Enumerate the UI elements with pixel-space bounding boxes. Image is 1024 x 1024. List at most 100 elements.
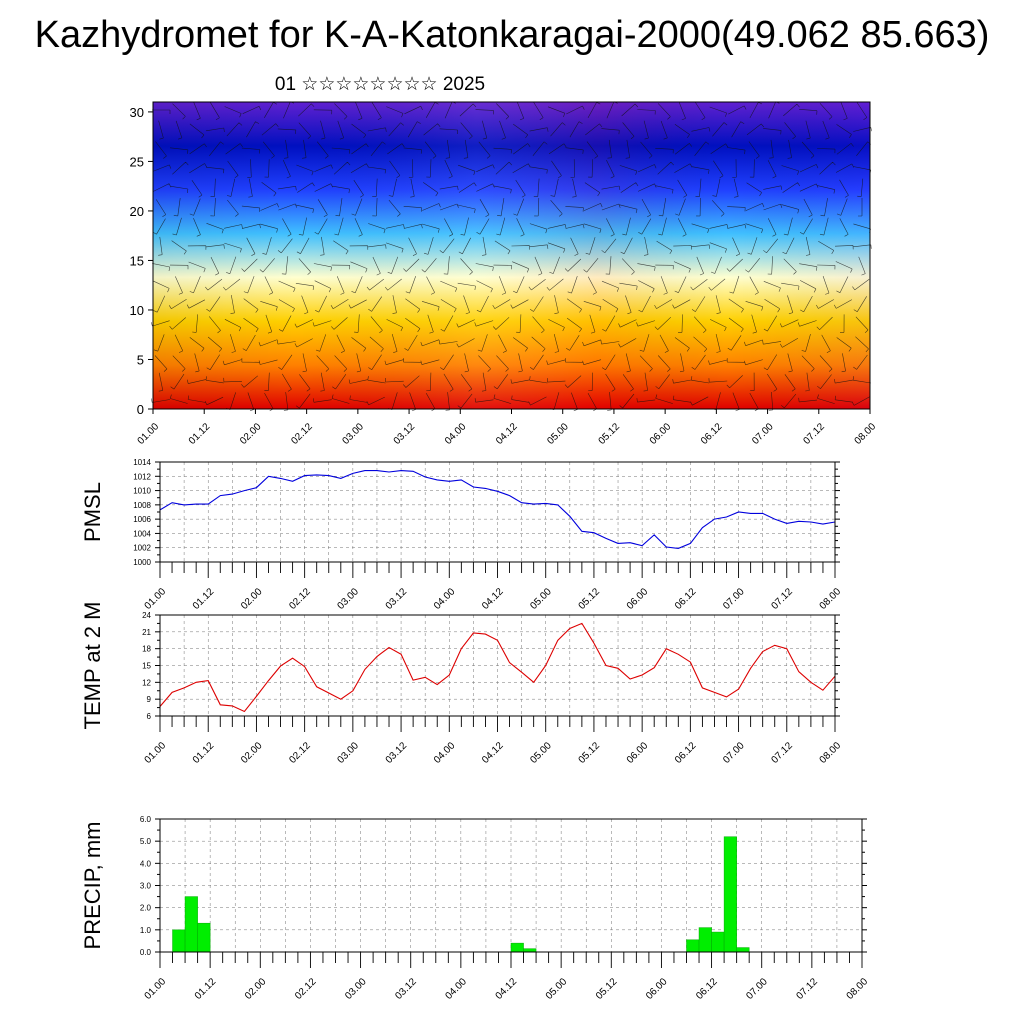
panel1-ytick-label: 1006 — [133, 515, 151, 524]
panel1-xtick-label: 07.12 — [769, 586, 795, 612]
panel2-xtick-label: 03.00 — [336, 740, 362, 766]
panel1-xtick-label: 07.00 — [721, 586, 747, 612]
heatmap-ytick-label: 20 — [130, 204, 144, 219]
panel3-xtick-label: 05.00 — [544, 976, 570, 1002]
heatmap-xtick-label: 06.12 — [699, 421, 725, 447]
panel1-xtick-label: 05.00 — [528, 586, 554, 612]
panel3-xtick-label: 02.00 — [243, 976, 269, 1002]
panel3-xtick-label: 04.00 — [444, 976, 470, 1002]
heatmap-xtick-label: 07.12 — [801, 421, 827, 447]
panel2-xtick-label: 07.00 — [721, 740, 747, 766]
panel3-bar — [184, 896, 198, 953]
panel2-xtick-label: 02.00 — [239, 740, 265, 766]
panel1-xtick-label: 01.12 — [191, 586, 217, 612]
wind-barb-lines — [150, 101, 872, 412]
panel2-xtick-label: 04.12 — [480, 740, 506, 766]
panel2-xtick-label: 06.00 — [625, 740, 651, 766]
panel3-bar — [736, 947, 750, 953]
panel3-ytick-label: 0.0 — [140, 948, 152, 957]
wind-barbs — [150, 101, 872, 412]
panel3-bar — [197, 922, 211, 953]
panel3-bar — [510, 942, 524, 953]
panel2-grid — [160, 615, 835, 716]
panel3-xtick-label: 03.12 — [393, 976, 419, 1002]
panel3-xtick-label: 08.00 — [845, 976, 871, 1002]
panel3-xtick-label: 01.12 — [193, 976, 219, 1002]
panel2-ytick-label: 18 — [142, 645, 151, 654]
panel2-xtick-label: 05.12 — [577, 740, 603, 766]
panel2-ytick-label: 12 — [142, 678, 151, 687]
panel3-ytick-label: 6.0 — [140, 815, 152, 824]
panel3-bar — [686, 939, 700, 953]
panel1-series-line — [159, 470, 836, 549]
heatmap-xtick-label: 07.00 — [750, 421, 776, 447]
panel3-xtick-label: 02.12 — [293, 976, 319, 1002]
panel1-ytick-label: 1004 — [133, 529, 151, 538]
heatmap-xtick-label: 05.00 — [545, 421, 571, 447]
panel2-xtick-label: 01.12 — [191, 740, 217, 766]
panel2-xtick-label: 06.12 — [673, 740, 699, 766]
heatmap-xtick-label: 03.12 — [392, 421, 418, 447]
panel3-xtick-label: 04.12 — [494, 976, 520, 1002]
panel3-xtick-label: 07.00 — [744, 976, 770, 1002]
panel3-xtick-label: 06.12 — [694, 976, 720, 1002]
panel3-ytick-label: 3.0 — [140, 882, 152, 891]
panel3-xtick-label: 07.12 — [795, 976, 821, 1002]
panel3-ylabel: PRECIP, mm — [80, 822, 105, 950]
panel1-grid — [160, 462, 835, 562]
panel2-series-line — [159, 622, 836, 713]
panel1-xtick-label: 08.00 — [818, 586, 844, 612]
heatmap-xtick-label: 02.12 — [289, 421, 315, 447]
panel1-xtick-label: 03.12 — [384, 586, 410, 612]
heatmap-ytick-label: 15 — [130, 253, 144, 268]
panel1-xtick-label: 04.12 — [480, 586, 506, 612]
panel2-ylabel: TEMP at 2 M — [80, 602, 105, 730]
panel2-xtick-label: 01.00 — [143, 740, 169, 766]
panel1-xtick-label: 06.00 — [625, 586, 651, 612]
heatmap-xtick-label: 01.12 — [187, 421, 213, 447]
panel3-xtick-label: 01.00 — [143, 976, 169, 1002]
panel3-bar — [172, 929, 186, 953]
panel3-xtick-label: 05.12 — [594, 976, 620, 1002]
panel2-xtick-label: 02.12 — [287, 740, 313, 766]
panel2-ytick-label: 21 — [142, 628, 151, 637]
heatmap-xtick-label: 05.12 — [597, 421, 623, 447]
heatmap-xtick-label: 03.00 — [341, 421, 367, 447]
heatmap-ytick-label: 10 — [130, 303, 144, 318]
heatmap-xtick-label: 06.00 — [648, 421, 674, 447]
panel1-ytick-label: 1012 — [133, 472, 151, 481]
panel3-ytick-label: 1.0 — [140, 926, 152, 935]
panel3-grid — [160, 819, 862, 952]
panel3-bar — [698, 927, 712, 953]
panel3-ytick-label: 5.0 — [140, 837, 152, 846]
panel2-ytick-label: 15 — [142, 662, 151, 671]
panel1-xtick-label: 06.12 — [673, 586, 699, 612]
heatmap-xtick-label: 04.00 — [443, 421, 469, 447]
panel1-xtick-label: 03.00 — [336, 586, 362, 612]
heatmap-xtick-label: 04.12 — [494, 421, 520, 447]
panel1-xtick-label: 02.00 — [239, 586, 265, 612]
page-title: Kazhydromet for K-A-Katonkaragai-2000(49… — [34, 14, 990, 56]
panel1-xtick-label: 05.12 — [577, 586, 603, 612]
panel3-ytick-label: 4.0 — [140, 859, 152, 868]
heatmap-xtick-label: 02.00 — [238, 421, 264, 447]
panel1-ytick-label: 1008 — [133, 501, 151, 510]
panel2-xtick-label: 07.12 — [769, 740, 795, 766]
panel3-xtick-label: 06.00 — [644, 976, 670, 1002]
panel3-xtick-label: 03.00 — [343, 976, 369, 1002]
panel2-xtick-label: 05.00 — [528, 740, 554, 766]
panel1-xtick-label: 01.00 — [143, 586, 169, 612]
panel3-bar — [711, 931, 725, 953]
panel2-xtick-label: 08.00 — [818, 740, 844, 766]
panel2-ytick-label: 24 — [142, 611, 151, 620]
panel1-ytick-label: 1014 — [133, 458, 151, 467]
panel2-xtick-label: 04.00 — [432, 740, 458, 766]
heatmap-xtick-label: 01.00 — [136, 421, 162, 447]
panel2-ytick-label: 9 — [147, 695, 152, 704]
heatmap-xtick-label: 08.00 — [853, 421, 879, 447]
heatmap-ytick-label: 0 — [137, 402, 144, 417]
panel1-ytick-label: 1010 — [133, 487, 151, 496]
page-subtitle: 01 ☆☆☆☆☆☆☆☆ 2025 — [274, 74, 486, 95]
panel2-ytick-label: 6 — [147, 712, 152, 721]
panel1-ytick-label: 1002 — [133, 544, 151, 553]
